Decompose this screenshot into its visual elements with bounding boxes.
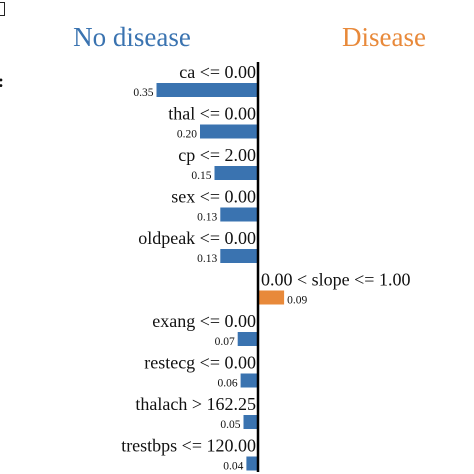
bar-5 bbox=[258, 290, 285, 305]
legend-no-disease: No disease bbox=[73, 22, 191, 52]
feature-label-6: exang <= 0.00 bbox=[152, 311, 256, 331]
feature-label-2: cp <= 2.00 bbox=[178, 145, 256, 165]
bar-2 bbox=[214, 166, 258, 180]
cropped-text-fragment: : bbox=[0, 72, 4, 90]
value-label-4: 0.13 bbox=[197, 253, 217, 265]
feature-label-8: thalach > 162.25 bbox=[135, 394, 256, 414]
value-label-9: 0.04 bbox=[223, 461, 243, 473]
value-label-6: 0.07 bbox=[215, 336, 235, 348]
feature-label-3: sex <= 0.00 bbox=[171, 187, 256, 207]
feature-label-0: ca <= 0.00 bbox=[179, 62, 256, 82]
value-label-1: 0.20 bbox=[177, 129, 197, 141]
bar-6 bbox=[237, 332, 258, 346]
value-label-3: 0.13 bbox=[197, 212, 217, 224]
bar-7 bbox=[240, 373, 258, 388]
bar-group: ca <= 0.00 0.35 thal <= 0.00 0.20 cp <= 2.00… bbox=[121, 62, 410, 473]
feature-label-4: oldpeak <= 0.00 bbox=[138, 228, 256, 248]
feature-label-1: thal <= 0.00 bbox=[168, 104, 256, 124]
bar-1 bbox=[200, 124, 258, 139]
bar-9 bbox=[246, 456, 258, 471]
value-label-8: 0.05 bbox=[220, 419, 240, 431]
bar-4 bbox=[220, 249, 258, 263]
legend-disease: Disease bbox=[342, 22, 426, 52]
cropped-checkbox-fragment bbox=[0, 2, 5, 16]
value-label-2: 0.15 bbox=[191, 170, 211, 182]
value-label-5: 0.09 bbox=[287, 295, 307, 307]
feature-label-5: 0.00 < slope <= 1.00 bbox=[261, 270, 410, 290]
bar-8 bbox=[243, 415, 258, 429]
bar-0 bbox=[156, 83, 258, 97]
value-label-0: 0.35 bbox=[133, 87, 153, 99]
value-label-7: 0.06 bbox=[217, 378, 237, 390]
feature-label-7: restecg <= 0.00 bbox=[144, 353, 256, 373]
bar-3 bbox=[220, 207, 258, 222]
feature-label-9: trestbps <= 120.00 bbox=[121, 436, 256, 456]
